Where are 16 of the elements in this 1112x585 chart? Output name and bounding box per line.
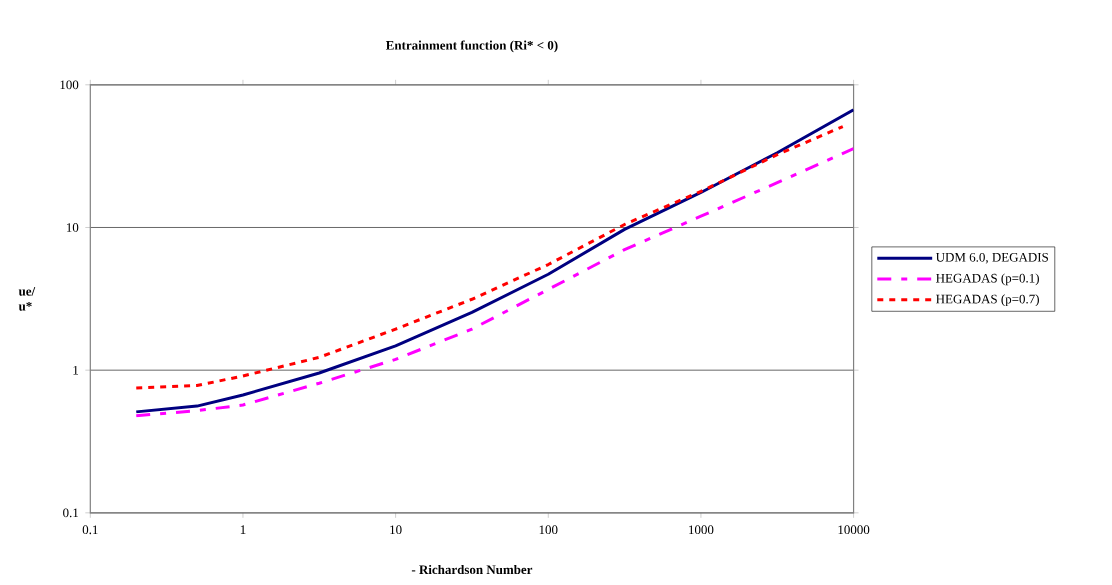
x-tick-label: 100	[539, 525, 558, 535]
y-tick-label: 100	[60, 80, 79, 90]
legend-label: HEGADAS (p=0.1)	[936, 273, 1039, 286]
x-tick-label: 0.1	[82, 525, 98, 535]
x-tick-label: 10000	[838, 525, 870, 535]
y-tick-label: 1	[73, 366, 79, 375]
legend-label: UDM 6.0, DEGADIS	[935, 253, 1048, 264]
y-tick-label: 0.1	[63, 508, 79, 518]
y-tick-label: 10	[66, 223, 79, 233]
x-axis-title: - Richardson Number	[411, 565, 533, 575]
legend-label: HEGADAS (p=0.7)	[936, 294, 1039, 307]
x-tick-label: 1000	[689, 525, 714, 535]
x-tick-label: 10	[390, 525, 402, 535]
x-tick-label: 1	[240, 525, 246, 535]
chart-title: Entrainment function (Ri* < 0)	[385, 40, 558, 53]
y-axis-title: ue/ u*	[18, 287, 36, 311]
